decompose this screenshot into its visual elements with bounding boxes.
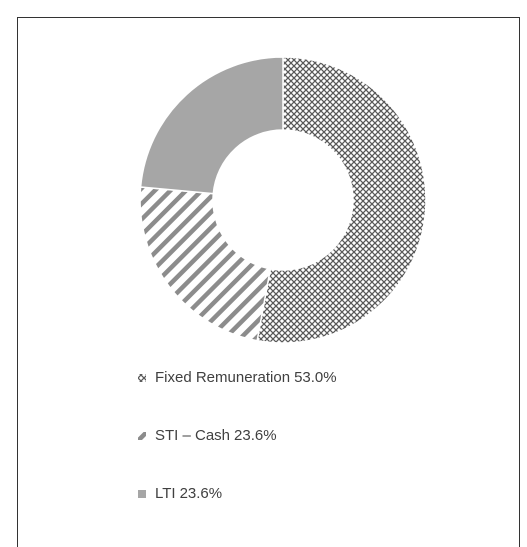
legend-value: 53.0% [294, 369, 337, 386]
legend-value: 23.6% [180, 485, 223, 502]
legend-name: STI – Cash [155, 427, 230, 444]
donut-slice [256, 56, 427, 344]
legend-name: Fixed Remuneration [155, 369, 290, 386]
legend-entry: Fixed Remuneration 53.0% [155, 369, 337, 386]
legend-swatch [138, 432, 146, 440]
legend-entry: LTI 23.6% [155, 485, 222, 502]
legend-value: 23.6% [234, 427, 277, 444]
donut-slice [139, 186, 272, 342]
legend-name: LTI [155, 485, 176, 502]
legend-swatch [138, 374, 146, 382]
legend-swatch [138, 490, 146, 498]
legend-entry: STI – Cash 23.6% [155, 427, 277, 444]
donut-slice [139, 56, 284, 195]
